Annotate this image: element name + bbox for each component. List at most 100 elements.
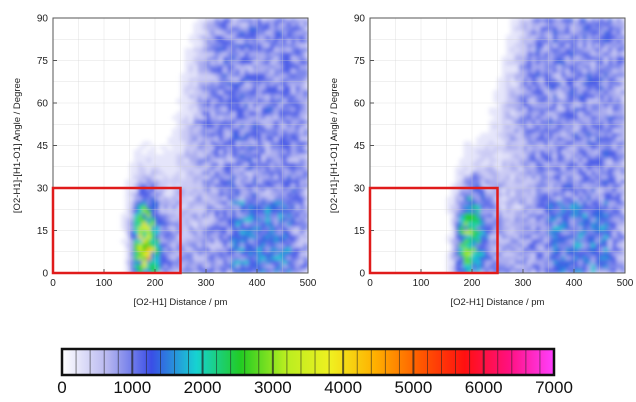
density-cell	[172, 141, 177, 147]
density-cell	[299, 234, 305, 240]
density-cell	[591, 158, 596, 164]
density-cell	[129, 213, 135, 219]
density-cell	[501, 64, 507, 70]
density-cell	[125, 251, 131, 257]
density-cell	[493, 154, 499, 159]
density-cell	[240, 18, 245, 23]
density-cell	[595, 217, 601, 223]
density-cell	[582, 200, 588, 206]
density-cell	[286, 188, 292, 193]
density-cell	[244, 196, 250, 202]
density-cell	[180, 107, 186, 113]
density-cell	[527, 115, 533, 121]
grid	[52, 17, 309, 274]
density-cell	[197, 132, 203, 138]
density-cell	[210, 35, 216, 40]
density-cell	[201, 192, 207, 198]
density-cell	[548, 77, 554, 83]
density-cell	[133, 247, 139, 253]
density-cell	[176, 260, 182, 266]
density-cell	[167, 217, 173, 223]
density-cell	[540, 47, 545, 53]
density-cell	[240, 81, 245, 87]
density-cell	[569, 200, 575, 206]
density-cell	[206, 247, 211, 253]
density-cell	[274, 179, 279, 185]
density-cell	[506, 247, 511, 253]
density-cell	[531, 30, 537, 36]
density-cell	[489, 213, 494, 219]
density-cell	[244, 90, 250, 96]
density-cell	[184, 268, 190, 273]
density-cell	[565, 226, 571, 232]
density-cell	[218, 175, 224, 181]
density-cell	[523, 226, 528, 232]
density-cell	[286, 52, 292, 57]
density-cell	[557, 256, 562, 261]
density-cell	[535, 175, 541, 181]
density-cell	[527, 196, 533, 202]
density-cell	[531, 247, 537, 253]
density-cell	[193, 132, 199, 138]
density-cell	[201, 128, 207, 134]
density-cell	[201, 137, 207, 142]
density-cell	[557, 166, 562, 172]
density-cell	[574, 35, 579, 40]
x-tick-label: 500	[617, 278, 634, 289]
density-cell	[121, 230, 126, 236]
density-cell	[578, 30, 584, 36]
density-cell	[518, 213, 524, 219]
density-cell	[163, 213, 169, 219]
density-cell	[459, 264, 465, 270]
density-cell	[510, 264, 516, 270]
density-cell	[286, 94, 292, 100]
density-cell	[514, 60, 520, 66]
density-cell	[176, 234, 182, 240]
density-cell	[197, 86, 203, 91]
density-cell	[223, 124, 228, 130]
density-cell	[582, 35, 588, 40]
density-cell	[472, 217, 477, 223]
density-cell	[214, 256, 220, 261]
density-cell	[180, 94, 186, 100]
density-cell	[603, 200, 609, 206]
density-cell	[620, 222, 625, 227]
density-cell	[303, 94, 308, 100]
density-cell	[269, 260, 275, 266]
density-cell	[591, 230, 596, 236]
density-cell	[561, 205, 567, 210]
density-cell	[612, 43, 618, 49]
density-cell	[446, 243, 452, 249]
density-cell	[193, 124, 199, 130]
density-cell	[201, 217, 207, 223]
density-cell	[303, 158, 308, 164]
density-cell	[595, 162, 601, 168]
density-cell	[476, 260, 482, 266]
density-cell	[582, 234, 588, 240]
density-cell	[265, 120, 271, 125]
density-cell	[223, 35, 228, 40]
density-cell	[459, 230, 465, 236]
density-cell	[299, 47, 305, 53]
density-cell	[455, 175, 460, 181]
density-cell	[459, 239, 465, 244]
density-cell	[569, 81, 575, 87]
density-cell	[616, 145, 622, 151]
density-cell	[574, 264, 579, 270]
density-cell	[557, 22, 562, 28]
density-cell	[565, 115, 571, 121]
density-cell	[138, 213, 143, 219]
density-cell	[603, 64, 609, 70]
density-cell	[476, 234, 482, 240]
density-cell	[244, 124, 250, 130]
density-cell	[129, 183, 135, 189]
density-cell	[244, 47, 250, 53]
density-cell	[523, 205, 528, 210]
density-cell	[214, 162, 220, 168]
density-cell	[286, 69, 292, 74]
density-cell	[484, 239, 490, 244]
density-cell	[240, 158, 245, 164]
density-cell	[578, 43, 584, 49]
density-cell	[150, 243, 156, 249]
density-cell	[582, 124, 588, 130]
